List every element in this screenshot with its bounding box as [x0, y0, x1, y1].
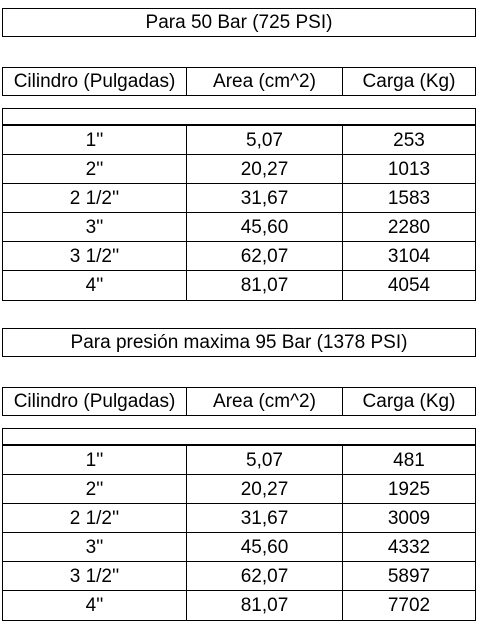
- section2-data-table: 1'' 5,07 481 2'' 20,27 1925 2 1/2'' 31,6…: [2, 445, 476, 621]
- cell-load: 253: [393, 129, 425, 151]
- cell-area: 31,67: [187, 504, 343, 532]
- cell-load: 3009: [387, 507, 431, 529]
- header-load: Carga (Kg): [362, 391, 456, 412]
- cell-area: 81,07: [187, 591, 343, 620]
- cell-cylinder: 4'': [3, 591, 187, 620]
- cell-load: 1013: [387, 158, 431, 180]
- table-row: 2'' 20,27 1013: [3, 155, 475, 184]
- cell-area: 5,07: [187, 446, 343, 474]
- section2-spacer-row: [2, 428, 476, 445]
- cell-cylinder: 4'': [3, 271, 187, 300]
- section1-spacer-row: [2, 108, 476, 125]
- table-row: 2'' 20,27 1925: [3, 475, 475, 504]
- section1-data-table: 1'' 5,07 253 2'' 20,27 1013 2 1/2'' 31,6…: [2, 125, 476, 301]
- cell-cylinder: 3'': [3, 213, 187, 241]
- cell-load: 1925: [387, 478, 431, 500]
- cell-cylinder: 1'': [3, 446, 187, 474]
- cell-load: 481: [393, 449, 425, 471]
- cell-cylinder: 1'': [3, 126, 187, 154]
- cell-area: 45,60: [187, 213, 343, 241]
- cell-area: 62,07: [187, 242, 343, 270]
- table-row: 3'' 45,60 2280: [3, 213, 475, 242]
- header-cylinder: Cilindro (Pulgadas): [3, 68, 187, 95]
- cell-load: 7702: [387, 595, 431, 616]
- cell-load: 1583: [387, 187, 431, 209]
- section1-header-row: Cilindro (Pulgadas) Area (cm^2) Carga (K…: [2, 67, 476, 96]
- cell-cylinder: 2'': [3, 155, 187, 183]
- cell-cylinder: 2'': [3, 475, 187, 503]
- cell-load: 5897: [387, 565, 431, 587]
- cell-load: 4332: [387, 536, 431, 558]
- cell-area: 62,07: [187, 562, 343, 590]
- cell-load: 2280: [387, 216, 431, 238]
- cell-cylinder: 3'': [3, 533, 187, 561]
- section1-title: Para 50 Bar (725 PSI): [2, 8, 476, 37]
- cell-area: 31,67: [187, 184, 343, 212]
- header-area: Area (cm^2): [187, 388, 343, 415]
- cell-cylinder: 3 1/2'': [3, 242, 187, 270]
- table-row: 2 1/2'' 31,67 3009: [3, 504, 475, 533]
- table-row: 2 1/2'' 31,67 1583: [3, 184, 475, 213]
- cell-area: 20,27: [187, 475, 343, 503]
- cell-area: 5,07: [187, 126, 343, 154]
- table-row: 4'' 81,07 7702: [3, 591, 475, 620]
- cell-area: 45,60: [187, 533, 343, 561]
- section2-title: Para presión maxima 95 Bar (1378 PSI): [2, 328, 476, 357]
- table-row: 3 1/2'' 62,07 5897: [3, 562, 475, 591]
- table-row: 1'' 5,07 481: [3, 446, 475, 475]
- cell-area: 81,07: [187, 271, 343, 300]
- cell-area: 20,27: [187, 155, 343, 183]
- cell-load: 4054: [387, 275, 431, 296]
- table-row: 1'' 5,07 253: [3, 126, 475, 155]
- cell-cylinder: 2 1/2'': [3, 504, 187, 532]
- table-row: 4'' 81,07 4054: [3, 271, 475, 300]
- table-row: 3'' 45,60 4332: [3, 533, 475, 562]
- header-area: Area (cm^2): [187, 68, 343, 95]
- section2-header-row: Cilindro (Pulgadas) Area (cm^2) Carga (K…: [2, 387, 476, 416]
- header-cylinder: Cilindro (Pulgadas): [3, 388, 187, 415]
- cell-cylinder: 2 1/2'': [3, 184, 187, 212]
- cell-load: 3104: [387, 245, 431, 267]
- header-load: Carga (Kg): [362, 71, 456, 92]
- table-row: 3 1/2'' 62,07 3104: [3, 242, 475, 271]
- cell-cylinder: 3 1/2'': [3, 562, 187, 590]
